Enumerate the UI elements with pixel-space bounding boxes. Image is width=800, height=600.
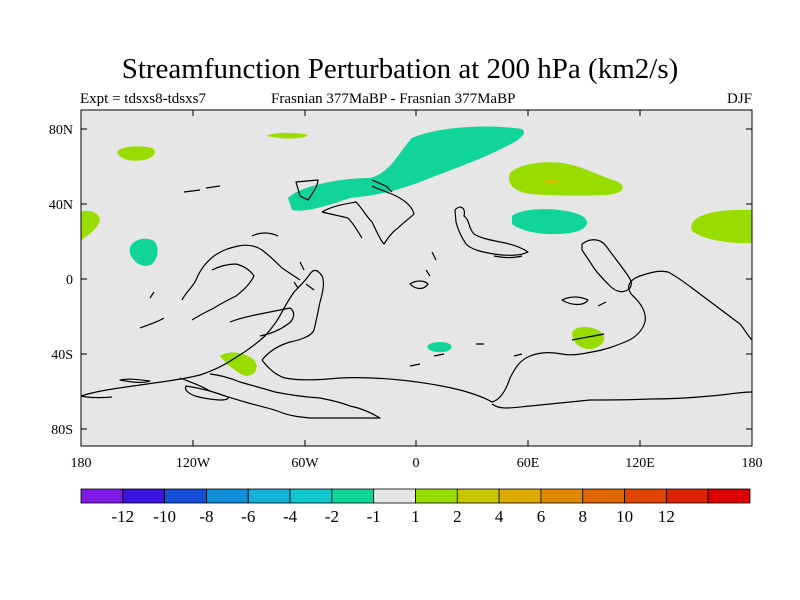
colorbar-swatch — [456, 488, 500, 504]
positive-anomaly-region-core — [543, 179, 560, 185]
lon-tick-label: 60W — [291, 456, 319, 471]
colorbar-label: -10 — [153, 507, 176, 526]
colorbar-label: 8 — [579, 507, 588, 526]
lon-tick-label: 60E — [517, 456, 540, 471]
anomaly-fields — [81, 126, 752, 376]
coastline-segment — [139, 291, 165, 329]
colorbar-label: 4 — [495, 507, 504, 526]
coastline-segment — [184, 385, 229, 401]
coastline-segment — [293, 261, 315, 291]
coastline-segment — [181, 244, 301, 301]
coastline-segment — [409, 280, 429, 290]
coastline-segment — [119, 378, 151, 383]
positive-anomaly-region — [691, 209, 752, 244]
colorbar-swatch — [665, 488, 709, 504]
colorbar-label: -6 — [241, 507, 255, 526]
positive-anomaly-region — [117, 146, 155, 161]
negative-anomaly-region — [427, 342, 452, 353]
axis-ticks — [80, 110, 753, 446]
positive-anomaly-region — [508, 162, 623, 196]
map-panel: 80N 40N 0 40S 80S 180 120W 60W 0 60E 120… — [49, 109, 763, 471]
map-title: Streamfunction Perturbation at 200 hPa (… — [121, 53, 679, 85]
lon-tick-label: 0 — [413, 456, 420, 471]
latitude-axis: 80N 40N 0 40S 80S — [49, 123, 73, 438]
colorbar-swatch — [289, 488, 333, 504]
experiment-label: Expt = tdsxs8-tdsxs7 — [80, 91, 206, 107]
coastline-segment — [409, 343, 523, 367]
positive-anomaly-region — [572, 326, 605, 350]
negative-anomaly-region — [129, 238, 158, 266]
coastline-segment — [295, 179, 319, 201]
lat-tick-label: 80S — [51, 423, 73, 438]
coastline-segment — [251, 232, 279, 237]
positive-anomaly-region — [81, 210, 100, 240]
colorbar-swatch — [540, 488, 584, 504]
colorbar-label: -4 — [283, 507, 298, 526]
lon-tick-label: 180 — [71, 456, 92, 471]
longitude-axis: 180 120W 60W 0 60E 120E 180 — [71, 456, 763, 471]
colorbar-swatch — [415, 488, 458, 504]
colorbar-swatch — [206, 488, 249, 504]
coastline-segment — [261, 270, 753, 403]
lat-tick-label: 40S — [51, 348, 73, 363]
colorbar-label: 6 — [537, 507, 546, 526]
coastline-segment — [425, 251, 437, 277]
coastline-segment — [581, 239, 632, 293]
lon-tick-label: 120W — [176, 456, 211, 471]
coastline-segment — [80, 391, 753, 409]
colorbar-label: 2 — [453, 507, 462, 526]
coastline-segment — [321, 185, 415, 245]
colorbar-label: -12 — [111, 507, 134, 526]
lat-tick-label: 80N — [49, 123, 73, 138]
colorbar-label: -1 — [367, 507, 381, 526]
coastline-segment — [454, 206, 529, 256]
colorbar-label: -8 — [199, 507, 213, 526]
coastline-segment — [179, 373, 381, 419]
colorbar-swatch — [373, 488, 416, 504]
lat-tick-label: 0 — [66, 273, 73, 288]
colorbar-swatch — [80, 488, 124, 504]
colorbar-swatch — [624, 488, 667, 504]
positive-anomaly-region — [267, 132, 308, 139]
coastline-segment — [571, 301, 607, 341]
period-label: Frasnian 377MaBP - Frasnian 377MaBP — [271, 91, 516, 107]
season-label: DJF — [726, 91, 752, 107]
coastline-segment — [80, 269, 325, 397]
coastline-segment — [493, 255, 523, 259]
colorbar-label: 12 — [658, 507, 675, 526]
lon-tick-label: 180 — [742, 456, 763, 471]
colorbar: -12 -10 -8 -6 -4 -2 -1 1 2 4 6 8 10 12 — [80, 488, 751, 526]
coastline-segment — [191, 263, 255, 321]
colorbar-label: 1 — [411, 507, 420, 526]
coastline-segment — [229, 307, 295, 337]
coastlines — [80, 179, 753, 419]
colorbar-label: -2 — [325, 507, 339, 526]
colorbar-swatch — [164, 488, 207, 504]
colorbar-swatch — [247, 488, 291, 504]
colorbar-swatch — [498, 488, 542, 504]
negative-anomaly-region — [288, 126, 525, 211]
lat-tick-label: 40N — [49, 198, 73, 213]
colorbar-swatch — [582, 488, 625, 504]
colorbar-swatch — [331, 488, 375, 504]
lon-tick-label: 120E — [625, 456, 655, 471]
colorbar-swatch — [122, 488, 166, 504]
coastline-segment — [561, 296, 589, 306]
coastline-segment — [371, 179, 393, 193]
colorbar-label: 10 — [616, 507, 633, 526]
colorbar-swatch — [707, 488, 751, 504]
positive-anomaly-region — [220, 352, 257, 376]
coastline-segment — [183, 185, 221, 193]
negative-anomaly-region — [512, 209, 588, 235]
